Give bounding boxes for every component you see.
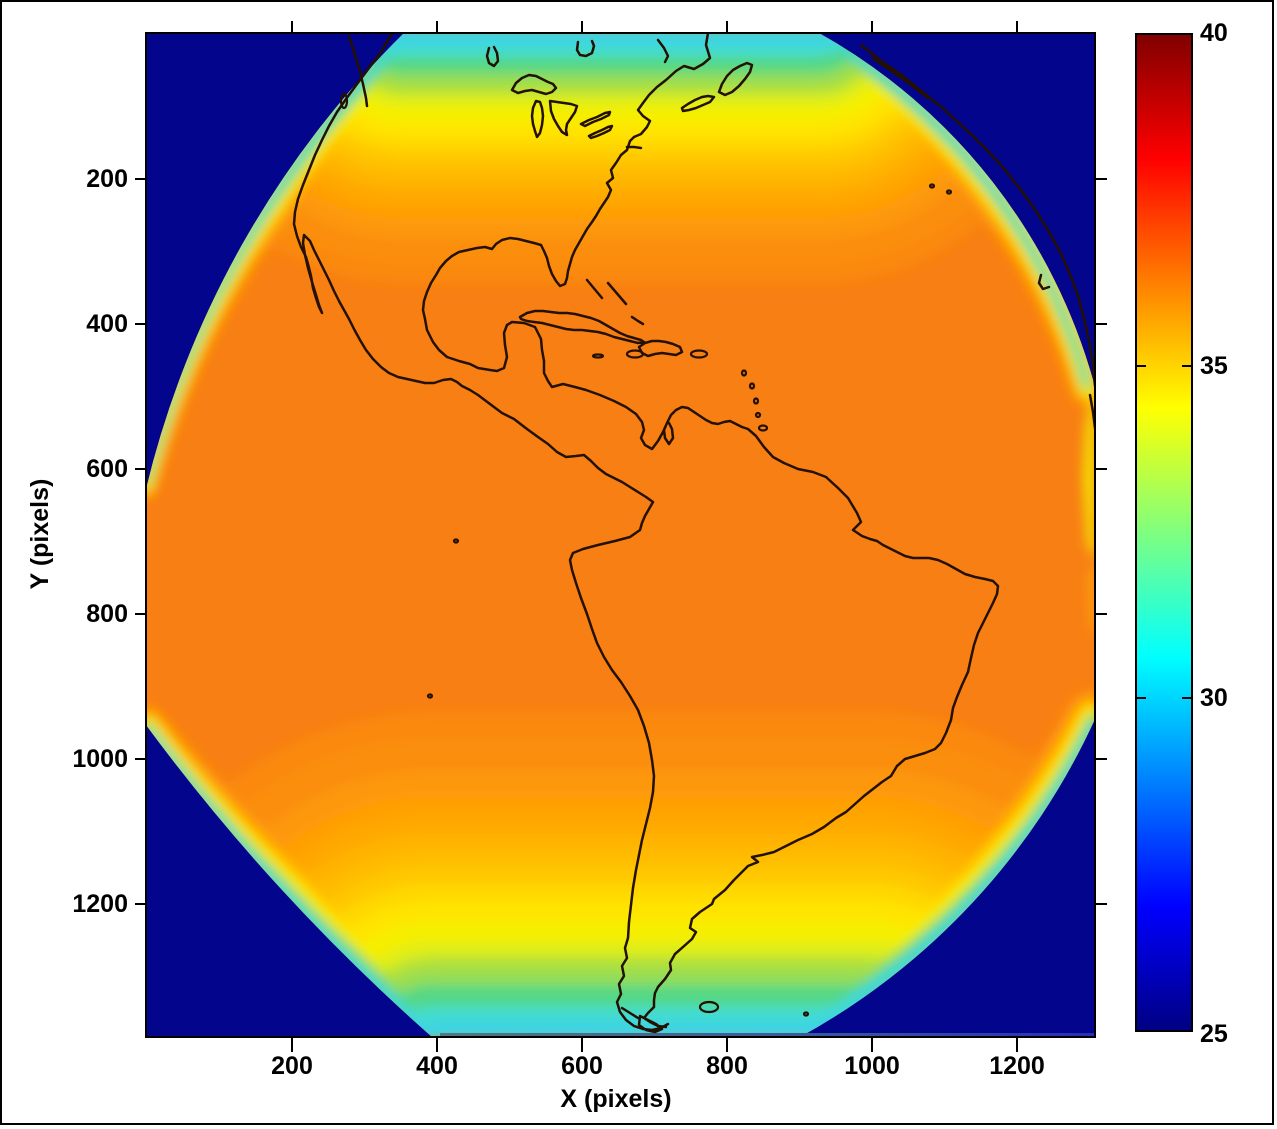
svg-text:1000: 1000 <box>844 1052 900 1080</box>
svg-text:35: 35 <box>1200 352 1228 380</box>
svg-text:400: 400 <box>416 1052 458 1080</box>
svg-text:400: 400 <box>86 310 128 338</box>
svg-text:200: 200 <box>271 1052 313 1080</box>
svg-text:25: 25 <box>1200 1020 1228 1048</box>
svg-text:800: 800 <box>706 1052 748 1080</box>
svg-text:X (pixels): X (pixels) <box>560 1085 671 1113</box>
svg-text:600: 600 <box>561 1052 603 1080</box>
svg-text:200: 200 <box>86 165 128 193</box>
svg-text:30: 30 <box>1200 684 1228 712</box>
svg-text:1200: 1200 <box>72 890 128 918</box>
svg-text:600: 600 <box>86 455 128 483</box>
svg-text:1000: 1000 <box>72 745 128 773</box>
svg-text:Y (pixels): Y (pixels) <box>26 479 54 590</box>
svg-text:1200: 1200 <box>989 1052 1045 1080</box>
svg-text:800: 800 <box>86 600 128 628</box>
svg-text:40: 40 <box>1200 19 1228 47</box>
